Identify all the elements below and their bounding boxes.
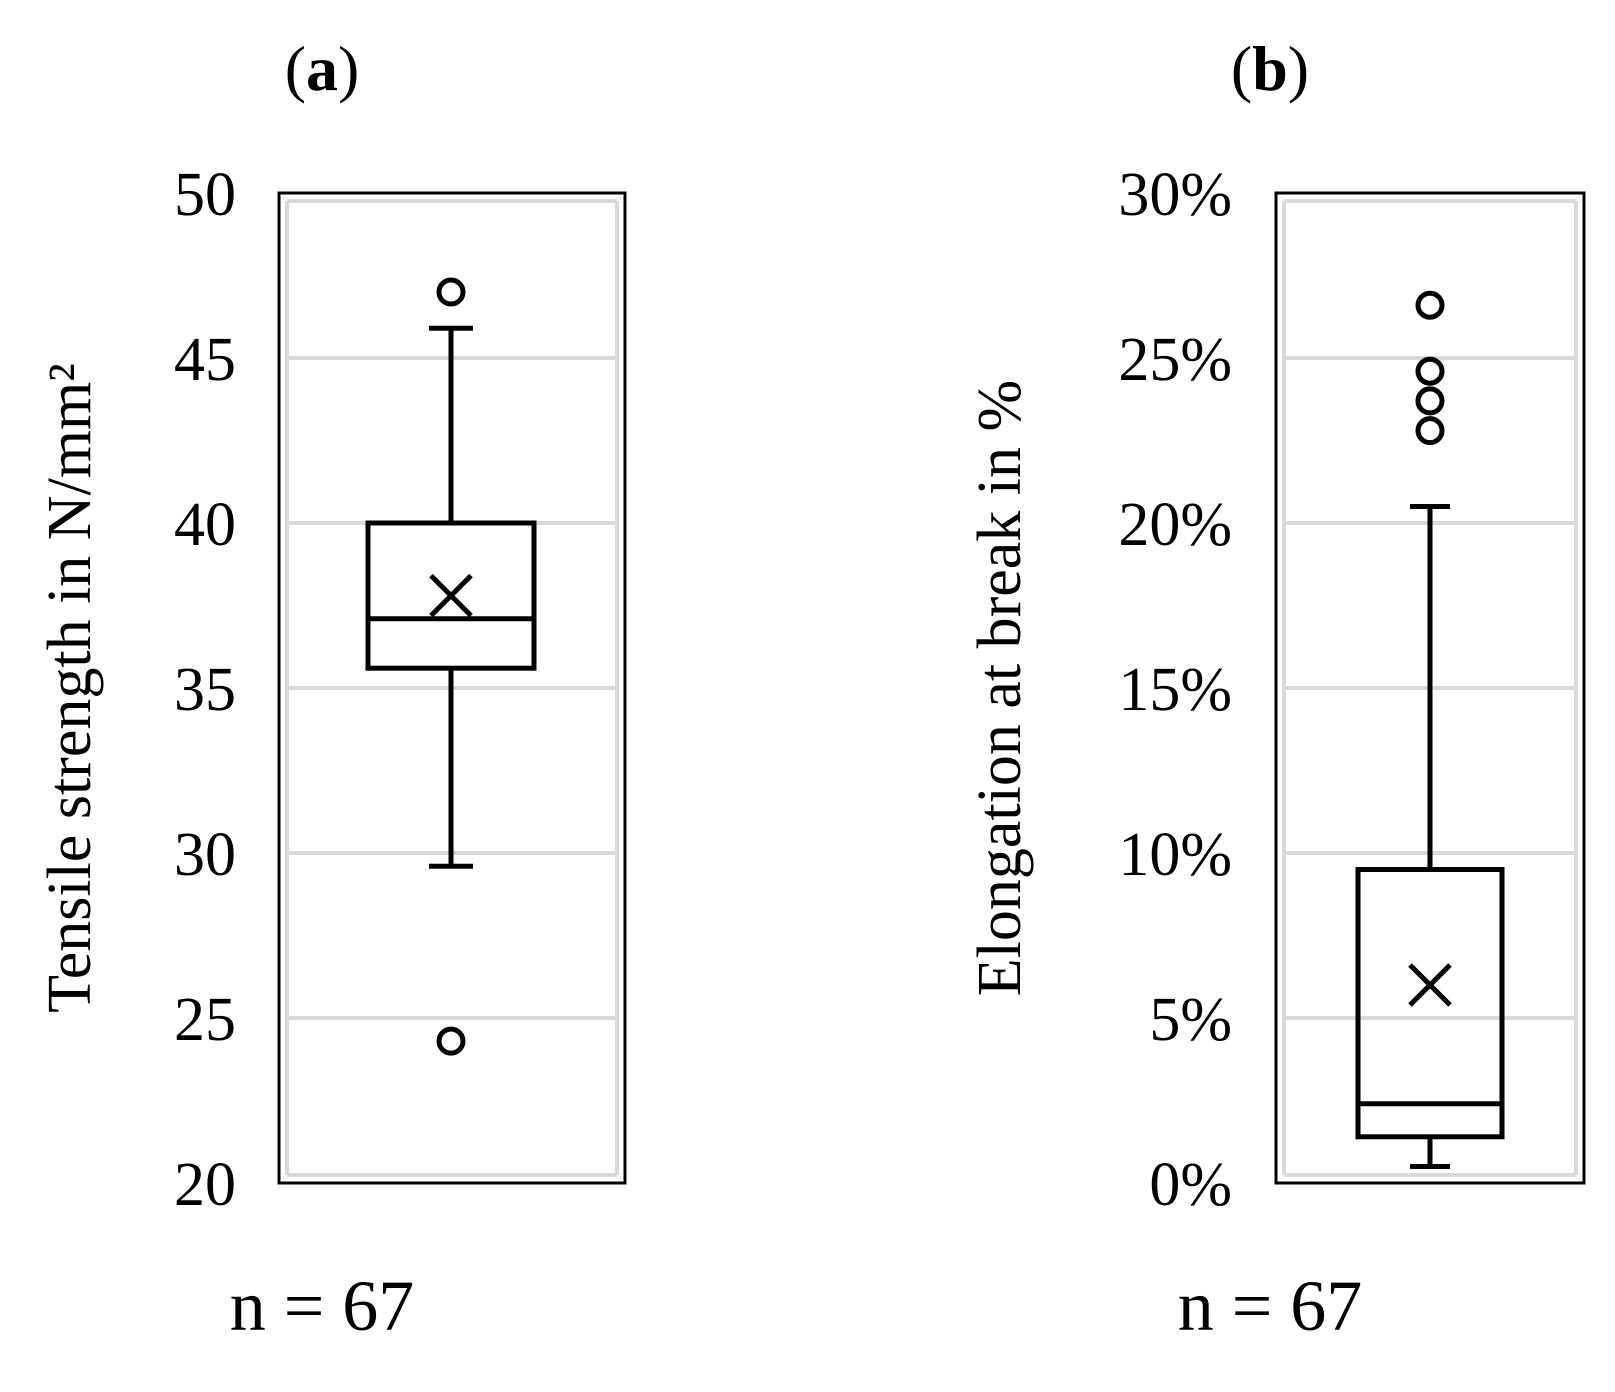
panel-b-y-tick-label: 10% [1118,821,1232,889]
panel-a-y-tick-label: 20 [174,1151,236,1219]
panel-a-y-tick-label: 35 [174,656,236,724]
panel-a: (a) 20 25 30 35 40 45 50 Tensile strength in N… [36,33,627,1346]
panel-b-interquartile-box [1355,867,1505,1140]
panel-b-y-tick-label: 30% [1118,161,1232,229]
panel-b-y-tick-label: 25% [1118,326,1232,394]
panel-a-plot-frame [277,191,627,1185]
panel-a-label: (a) [285,33,360,104]
panel-b-mean-marker [1408,963,1452,1007]
panel-b-outlier-point [1415,386,1445,416]
panel-b-y-tick-label: 20% [1118,491,1232,559]
panel-a-y-tick-label: 30 [174,821,236,889]
panel-b-y-tick-label: 5% [1149,986,1232,1054]
panel-a-mean-marker-stroke [429,573,473,618]
panel-b-label: (b) [1231,33,1309,104]
panel-b-mean-marker-stroke [1408,963,1452,1007]
panel-b-sample-size: n = 67 [1178,1266,1363,1346]
panel-b-y-tick-labels: 0% 5% 10% 15% 20% 25% 30% [1118,161,1232,1219]
panel-a-y-tick-label: 50 [174,161,236,229]
panel-a-y-tick-labels: 20 25 30 35 40 45 50 [174,161,236,1219]
panel-a-interquartile-box [365,520,537,671]
panel-a-boxplot [365,277,537,1056]
panel-b-y-tick-label: 15% [1118,656,1232,724]
panel-b-outlier-point [1415,416,1445,446]
panel-a-outlier-point [436,277,466,307]
panel-b-y-axis-label: Elongation at break in % [966,380,1034,996]
panel-b-y-tick-label: 0% [1149,1151,1232,1219]
panel-b-plot-frame [1274,191,1586,1185]
panel-b-outlier-point [1415,290,1445,320]
panel-b-boxplot [1355,290,1505,1169]
panel-a-y-tick-label: 40 [174,491,236,559]
panel-a-y-tick-label: 25 [174,986,236,1054]
panel-a-mean-marker [429,573,473,618]
panel-a-y-axis-label: Tensile strength in N/mm² [36,363,104,1013]
panel-b-outlier-point [1415,356,1445,386]
panel-b: (b) 0% 5% 10% 15% 20% 25% 30% Elongation at br… [966,33,1586,1346]
panel-a-outlier-point [436,1026,466,1056]
panel-a-sample-size: n = 67 [230,1266,415,1346]
panel-a-y-tick-label: 45 [174,326,236,394]
